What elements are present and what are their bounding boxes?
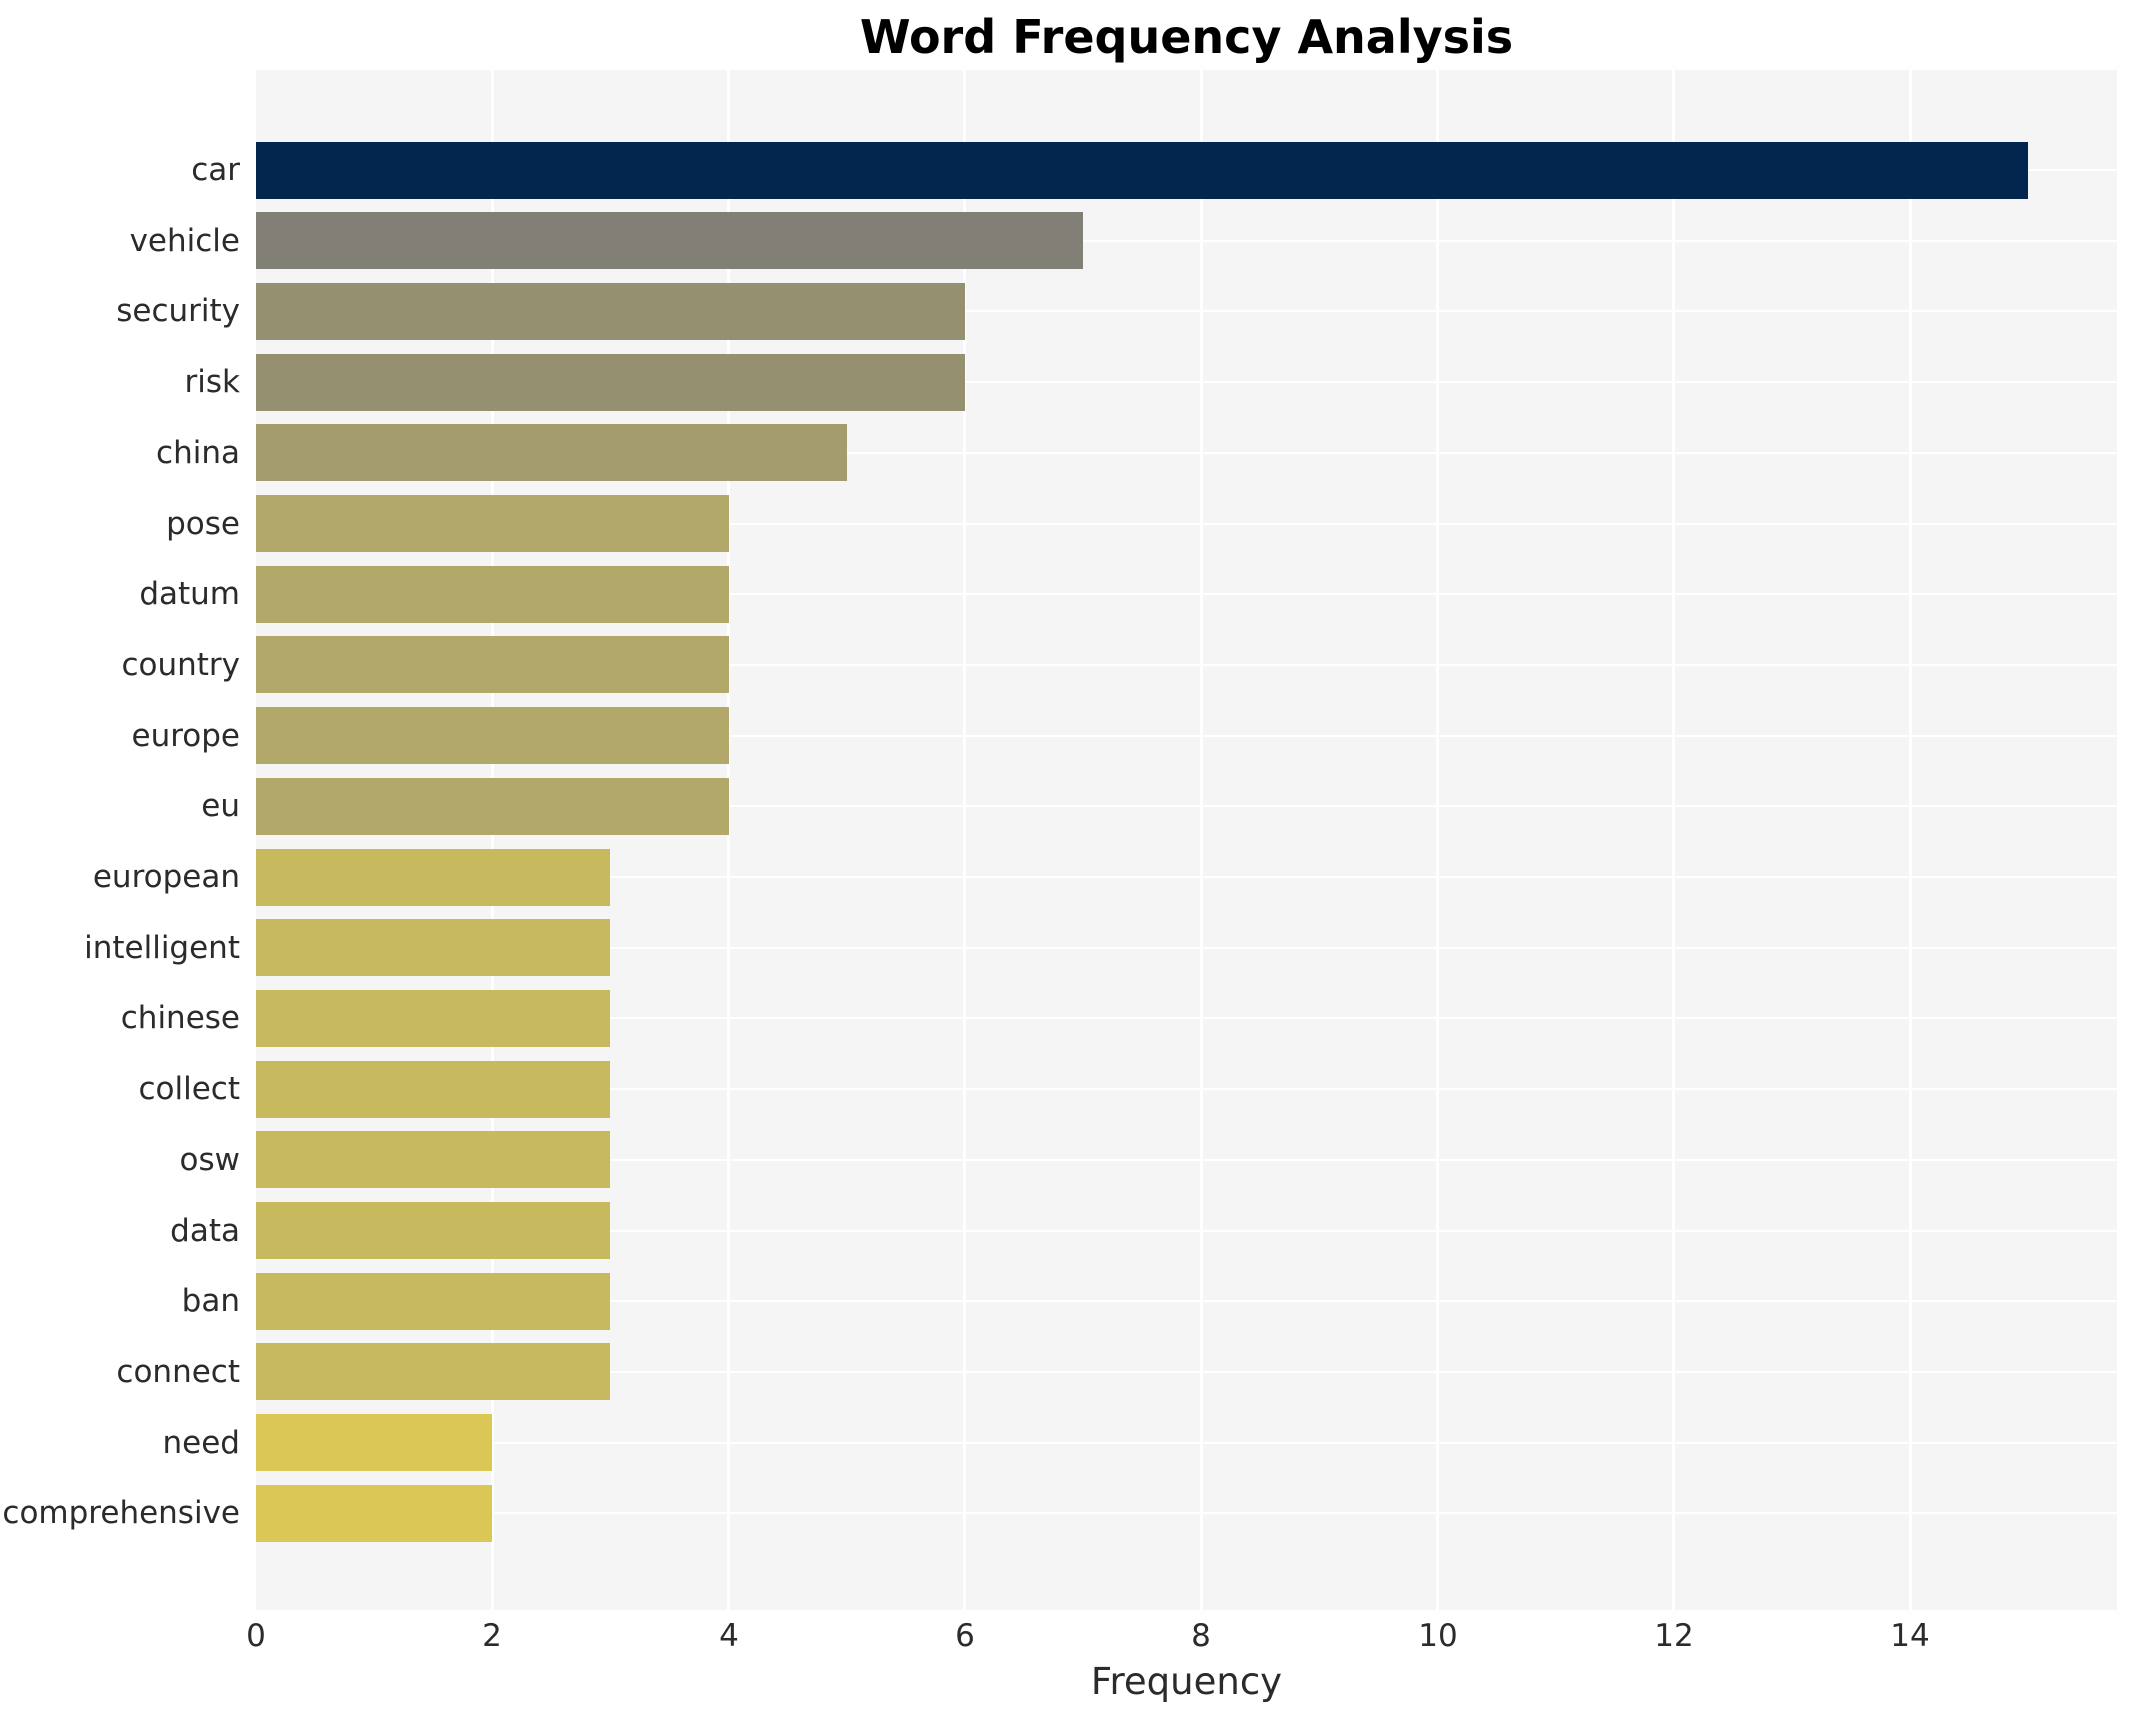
y-tick-label-collect: collect — [138, 1071, 240, 1107]
bar-risk — [256, 354, 965, 411]
x-tick-label-8: 8 — [1191, 1618, 1211, 1654]
bar-car — [256, 142, 2028, 199]
gridline-horizontal — [256, 452, 2117, 454]
bar-europe — [256, 707, 729, 764]
bar-comprehensive — [256, 1485, 492, 1542]
x-tick-label-10: 10 — [1418, 1618, 1458, 1654]
y-tick-label-connect: connect — [116, 1354, 240, 1390]
y-tick-label-car: car — [191, 152, 240, 188]
gridline-horizontal — [256, 1371, 2117, 1373]
bar-ban — [256, 1273, 610, 1330]
bar-need — [256, 1414, 492, 1471]
gridline-vertical — [1672, 70, 1675, 1610]
bar-datum — [256, 566, 729, 623]
gridline-horizontal — [256, 1088, 2117, 1090]
y-tick-label-chinese: chinese — [120, 1000, 240, 1036]
gridline-vertical — [963, 70, 966, 1610]
x-tick-label-14: 14 — [1890, 1618, 1930, 1654]
gridline-vertical — [1436, 70, 1439, 1610]
y-tick-label-china: china — [156, 435, 240, 471]
bar-collect — [256, 1061, 610, 1118]
bar-chinese — [256, 990, 610, 1047]
gridline-vertical — [491, 70, 494, 1610]
gridline-vertical — [1909, 70, 1912, 1610]
y-tick-label-pose: pose — [166, 506, 240, 542]
x-tick-label-0: 0 — [246, 1618, 266, 1654]
gridline-horizontal — [256, 1230, 2117, 1232]
gridline-vertical — [1200, 70, 1203, 1610]
bar-connect — [256, 1343, 610, 1400]
bar-data — [256, 1202, 610, 1259]
y-tick-label-ban: ban — [181, 1283, 240, 1319]
gridline-horizontal — [256, 1442, 2117, 1444]
y-tick-label-data: data — [170, 1213, 240, 1249]
gridline-horizontal — [256, 593, 2117, 595]
y-tick-label-europe: europe — [131, 718, 241, 754]
y-tick-label-datum: datum — [139, 576, 240, 612]
chart-title: Word Frequency Analysis — [859, 10, 1514, 64]
x-tick-label-2: 2 — [482, 1618, 502, 1654]
gridline-horizontal — [256, 735, 2117, 737]
y-tick-label-security: security — [116, 293, 240, 329]
y-tick-label-risk: risk — [184, 364, 240, 400]
bar-eu — [256, 778, 729, 835]
gridline-horizontal — [256, 523, 2117, 525]
bar-vehicle — [256, 212, 1083, 269]
x-tick-label-4: 4 — [719, 1618, 739, 1654]
gridline-horizontal — [256, 240, 2117, 242]
gridline-horizontal — [256, 1159, 2117, 1161]
plot-area — [256, 70, 2117, 1610]
gridline-horizontal — [256, 310, 2117, 312]
gridline-horizontal — [256, 381, 2117, 383]
gridline-horizontal — [256, 947, 2117, 949]
y-tick-label-osw: osw — [179, 1142, 240, 1178]
bar-country — [256, 636, 729, 693]
gridline-horizontal — [256, 876, 2117, 878]
x-tick-label-6: 6 — [955, 1618, 975, 1654]
gridline-vertical — [727, 70, 730, 1610]
y-tick-label-need: need — [162, 1425, 240, 1461]
bar-european — [256, 849, 610, 906]
y-tick-label-vehicle: vehicle — [129, 223, 240, 259]
bar-osw — [256, 1131, 610, 1188]
y-tick-label-intelligent: intelligent — [84, 930, 240, 966]
gridline-horizontal — [256, 664, 2117, 666]
y-tick-label-eu: eu — [201, 788, 240, 824]
y-tick-label-comprehensive: comprehensive — [2, 1495, 240, 1531]
bar-intelligent — [256, 919, 610, 976]
gridline-horizontal — [256, 1512, 2117, 1514]
y-tick-label-european: european — [92, 859, 240, 895]
gridline-horizontal — [256, 1300, 2117, 1302]
x-tick-label-12: 12 — [1654, 1618, 1694, 1654]
x-axis-label: Frequency — [1090, 1660, 1283, 1703]
gridline-horizontal — [256, 1017, 2117, 1019]
bar-security — [256, 283, 965, 340]
bar-china — [256, 424, 847, 481]
gridline-horizontal — [256, 805, 2117, 807]
y-tick-label-country: country — [121, 647, 240, 683]
bar-pose — [256, 495, 729, 552]
